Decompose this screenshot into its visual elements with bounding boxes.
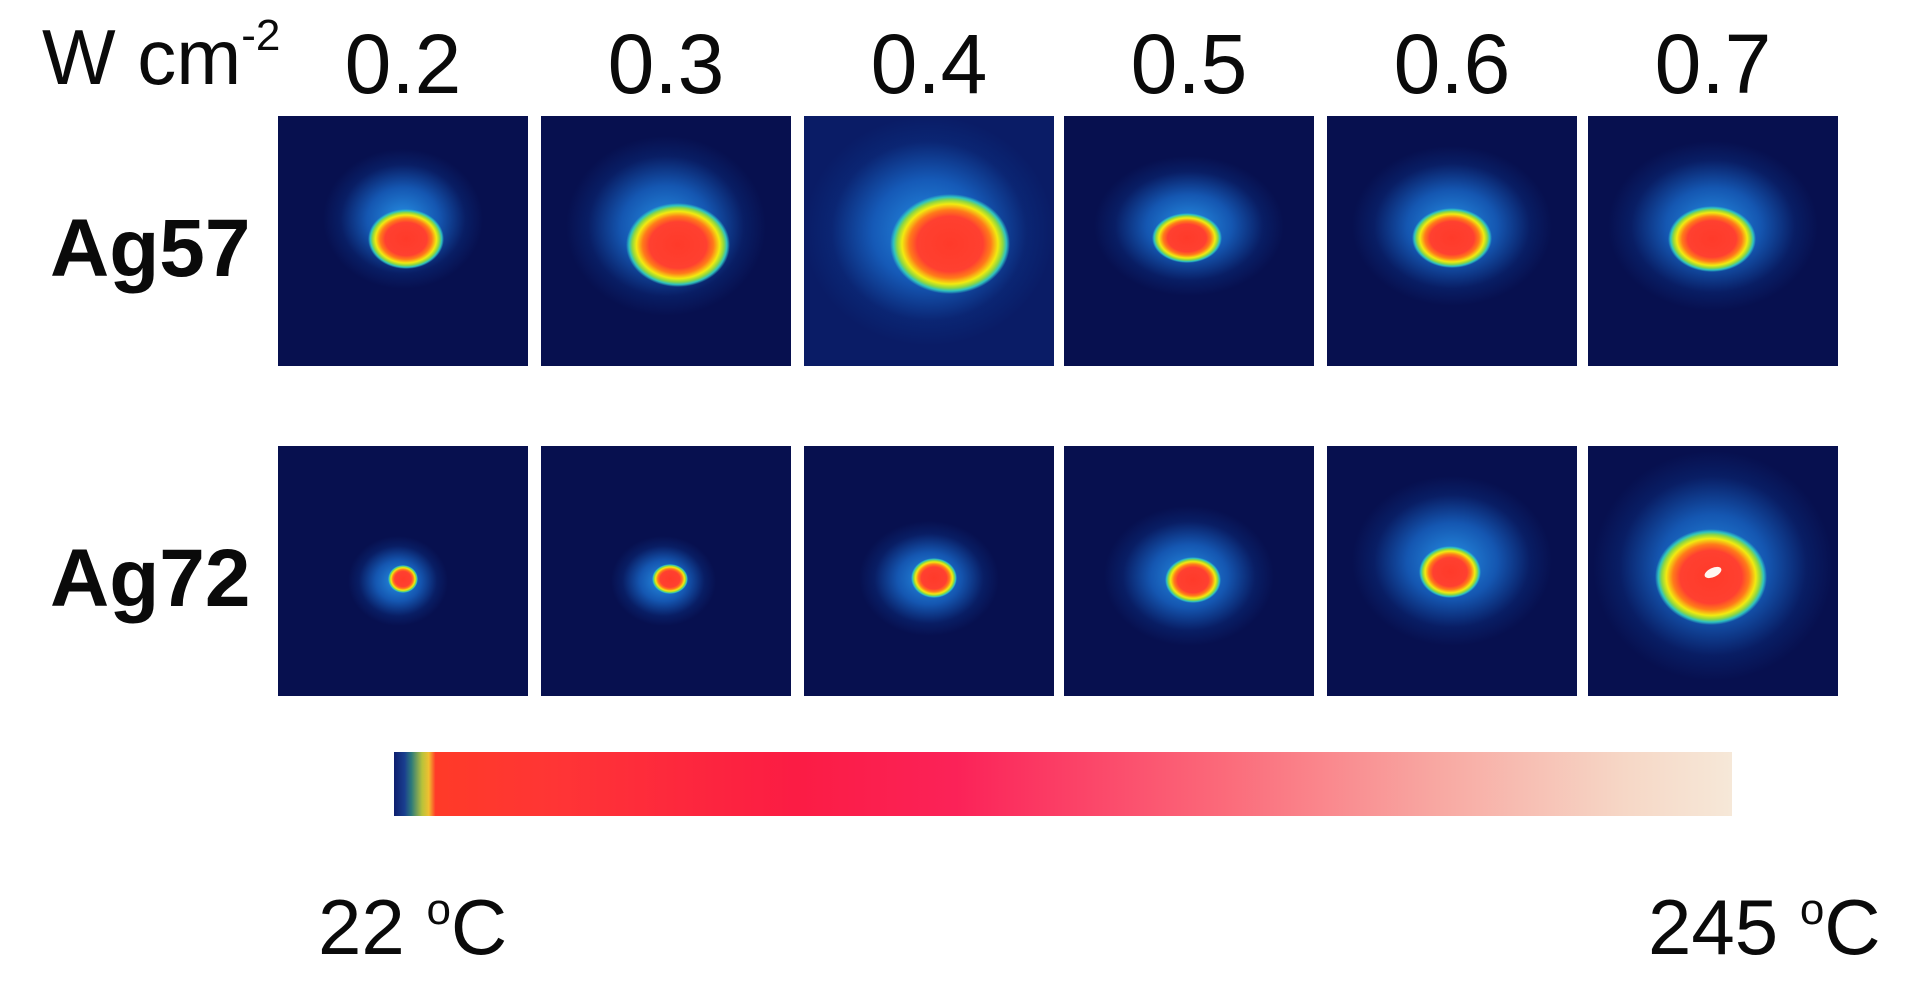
degree-symbol: o: [1799, 885, 1825, 934]
temperature-colorbar: [394, 752, 1732, 816]
thermal-image-ag72-0.3: [541, 446, 791, 696]
colorbar-min-label: 22 oC: [318, 885, 507, 967]
min-unit: C: [450, 883, 508, 971]
max-value: 245: [1648, 883, 1800, 971]
hot-spot: [1668, 206, 1756, 272]
min-value: 22: [318, 883, 427, 971]
hot-spot: [1165, 557, 1221, 603]
hot-spot: [652, 564, 688, 594]
hot-spot: [1412, 208, 1492, 268]
thermal-image-ag72-0.5: [1064, 446, 1314, 696]
hot-spot: [911, 558, 957, 598]
power-density-unit-label: W cm-2: [42, 14, 280, 97]
colorbar-max-label: 245 oC: [1648, 885, 1881, 967]
column-header-1: 0.3: [607, 17, 725, 111]
thermal-image-ag57-0.5: [1064, 116, 1314, 366]
thermal-image-ag72-0.6: [1327, 446, 1577, 696]
max-unit: C: [1824, 883, 1881, 971]
column-header-0: 0.2: [344, 17, 462, 111]
column-header-3: 0.5: [1130, 17, 1248, 111]
hot-spot: [1419, 546, 1481, 598]
hot-spot: [626, 203, 730, 287]
column-header-4: 0.6: [1393, 17, 1511, 111]
hot-spot: [388, 565, 418, 593]
thermal-image-ag57-0.6: [1327, 116, 1577, 366]
thermal-image-ag72-0.2: [278, 446, 528, 696]
thermal-image-ag57-0.7: [1588, 116, 1838, 366]
thermal-image-ag57-0.2: [278, 116, 528, 366]
unit-exponent: -2: [241, 11, 281, 60]
thermal-image-ag57-0.4: [804, 116, 1054, 366]
unit-text: W cm: [42, 13, 242, 101]
degree-symbol: o: [426, 885, 451, 934]
column-header-5: 0.7: [1654, 17, 1772, 111]
row-label-ag57: Ag57: [50, 203, 251, 294]
thermal-image-ag72-0.4: [804, 446, 1054, 696]
thermal-image-ag72-0.7: [1588, 446, 1838, 696]
row-label-ag72: Ag72: [50, 533, 251, 624]
column-header-2: 0.4: [870, 17, 988, 111]
thermal-image-ag57-0.3: [541, 116, 791, 366]
hot-spot: [890, 194, 1010, 294]
hot-spot: [368, 209, 444, 269]
hot-spot: [1152, 213, 1222, 263]
